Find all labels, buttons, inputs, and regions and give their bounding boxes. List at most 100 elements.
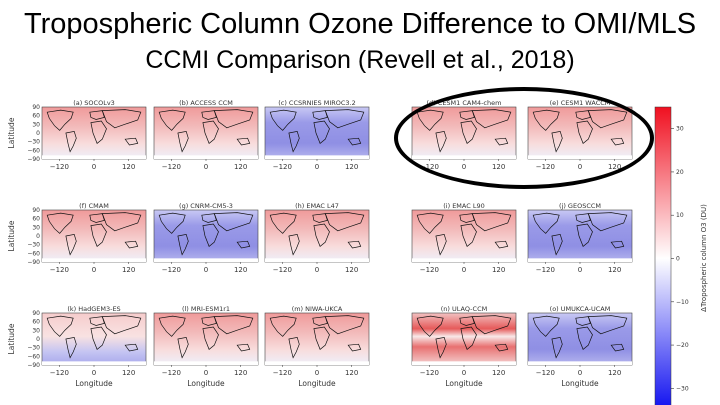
coastline — [551, 233, 563, 256]
coastline — [101, 315, 142, 335]
panel-title: (o) UMUKCA-UCAM — [550, 305, 611, 313]
x-tick-label: −120 — [273, 163, 292, 171]
coastline — [158, 109, 186, 131]
coastline — [124, 240, 139, 249]
coastline — [90, 223, 107, 247]
antarctica — [154, 155, 258, 159]
map-field — [264, 312, 370, 366]
coastline — [435, 233, 447, 256]
y-tick-label: 60 — [32, 216, 40, 223]
y-tick-label: 90 — [32, 104, 40, 111]
antarctica — [42, 258, 146, 262]
map-panel: (h) EMAC L47 −120 0 120 — [264, 202, 370, 274]
coastline — [101, 109, 142, 129]
colorbar-tick-label: 0 — [676, 256, 680, 263]
y-tick-label: −60 — [27, 353, 40, 360]
coastline — [65, 130, 77, 153]
x-tick-label: 120 — [122, 369, 135, 377]
coastline — [471, 315, 512, 335]
y-tick-label: 0 — [36, 130, 40, 137]
coastline — [324, 109, 365, 129]
map-field — [264, 209, 370, 263]
panel-title: (f) CMAM — [79, 202, 109, 210]
x-tick-label: 120 — [234, 369, 247, 377]
y-tick-label: −90 — [27, 259, 40, 266]
coastline — [576, 326, 593, 350]
coastline — [46, 212, 74, 234]
x-tick-label: −120 — [50, 163, 69, 171]
coastline — [288, 130, 300, 153]
y-tick-label: −60 — [27, 147, 40, 154]
coastline — [532, 315, 560, 337]
x-tick-label: −120 — [273, 369, 292, 377]
map-panel: (c) CCSRNIES MIROC3.2 −120 0 120 — [264, 99, 370, 171]
coastline — [269, 315, 297, 337]
coastline — [347, 137, 362, 146]
coastline — [610, 240, 625, 249]
coastline — [494, 240, 509, 249]
map-panel: (n) ULAQ-CCM −120 0 120 Longitude — [411, 305, 517, 388]
x-tick-label: −120 — [536, 369, 555, 377]
map-field — [527, 312, 633, 366]
x-tick-label: −120 — [536, 266, 555, 274]
antarctica — [412, 258, 516, 262]
y-axis-label: Latitude — [7, 323, 16, 354]
x-tick-label: 0 — [204, 163, 208, 171]
x-tick-label: 0 — [92, 369, 96, 377]
coastline — [313, 223, 330, 247]
coastline — [46, 109, 74, 131]
colorbar-tick-label: 10 — [676, 212, 684, 219]
coastline — [90, 326, 107, 350]
coastline — [177, 233, 189, 256]
map-field — [41, 106, 147, 160]
y-tick-label: −30 — [27, 345, 40, 352]
y-tick-label: 0 — [36, 233, 40, 240]
coastline — [124, 137, 139, 146]
x-tick-label: −120 — [162, 369, 181, 377]
coastline — [324, 315, 365, 335]
x-tick-label: 120 — [345, 369, 358, 377]
x-tick-label: 0 — [462, 266, 466, 274]
coastline — [202, 120, 219, 144]
antarctica — [528, 258, 632, 262]
coastline — [575, 316, 591, 326]
panel-title: (m) NIWA-UKCA — [292, 305, 343, 313]
coastline — [89, 213, 105, 223]
y-tick-label: −90 — [27, 156, 40, 163]
x-tick-label: 120 — [608, 266, 621, 274]
coastline — [124, 343, 139, 352]
y-tick-label: 30 — [32, 224, 40, 231]
x-tick-label: −120 — [50, 369, 69, 377]
map-panel: (i) EMAC L90 −120 0 120 — [411, 202, 517, 274]
map-panel: (g) CNRM-CM5-3 −120 0 120 — [153, 202, 259, 274]
coastline — [236, 240, 251, 249]
coastline — [494, 343, 509, 352]
coastline — [177, 336, 189, 359]
coastline — [201, 110, 217, 120]
coastline — [158, 315, 186, 337]
y-tick-label: 30 — [32, 327, 40, 334]
y-tick-label: 90 — [32, 310, 40, 317]
map-panel: (j) GEOSCCM −120 0 120 — [527, 202, 633, 274]
coastline — [89, 316, 105, 326]
panel-title: (b) ACCESS CCM — [179, 99, 233, 107]
x-tick-label: 0 — [204, 266, 208, 274]
x-tick-label: 0 — [578, 369, 582, 377]
y-tick-label: −30 — [27, 139, 40, 146]
x-tick-label: 120 — [122, 163, 135, 171]
x-tick-label: 120 — [234, 266, 247, 274]
coastline — [288, 336, 300, 359]
colorbar — [654, 106, 672, 405]
coastline — [587, 315, 628, 335]
x-tick-label: 120 — [234, 163, 247, 171]
colorbar-tick-label: 20 — [676, 169, 684, 176]
colorbar-tick-label: 30 — [676, 126, 684, 133]
x-tick-label: 0 — [204, 369, 208, 377]
coastline — [459, 316, 475, 326]
x-tick-label: −120 — [50, 266, 69, 274]
coastline — [269, 109, 297, 131]
x-axis-label: Longitude — [187, 379, 225, 388]
y-tick-label: −30 — [27, 242, 40, 249]
map-panel: (m) NIWA-UKCA −120 0 120 Longitude — [264, 305, 370, 388]
